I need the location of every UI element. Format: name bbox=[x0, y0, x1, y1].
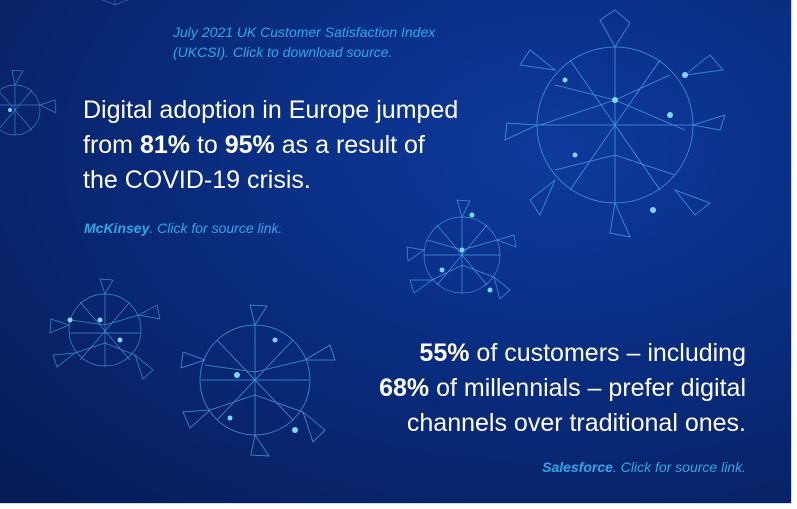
ukcsi-source-link[interactable]: July 2021 UK Customer Satisfaction Index… bbox=[173, 22, 473, 62]
stat2-value-68: 68% bbox=[379, 374, 430, 402]
stat2-line2: 68% of millennials – prefer digital bbox=[340, 371, 746, 406]
virus-illustration-large bbox=[504, 9, 726, 238]
stat2-text: of millennials – prefer digital bbox=[429, 374, 746, 402]
stat1-text: as a result of bbox=[274, 131, 425, 159]
stat1-text: to bbox=[190, 131, 225, 159]
stat2-text: of customers – including bbox=[469, 339, 746, 367]
virus-illustration-bottom bbox=[180, 304, 336, 457]
mckinsey-link-text: . Click for source link. bbox=[149, 220, 283, 236]
virus-illustration-top bbox=[101, 0, 129, 6]
customers-stat: 55% of customers – including 68% of mill… bbox=[340, 336, 746, 441]
virus-illustration-center bbox=[406, 199, 517, 300]
stat2-value-55: 55% bbox=[419, 339, 470, 367]
stat2-line3: channels over traditional ones. bbox=[406, 409, 746, 437]
salesforce-link-text: . Click for source link. bbox=[612, 459, 746, 475]
mckinsey-label: McKinsey bbox=[84, 220, 150, 236]
virus-illustration-topleft bbox=[0, 69, 57, 136]
stat1-value-81: 81% bbox=[139, 131, 190, 159]
stat2-line1: 55% of customers – including bbox=[340, 336, 746, 371]
stat1-value-95: 95% bbox=[224, 131, 275, 159]
virus-illustration-left bbox=[49, 278, 161, 380]
salesforce-label: Salesforce bbox=[542, 459, 613, 475]
mckinsey-source-link[interactable]: McKinsey. Click for source link. bbox=[84, 218, 384, 238]
ukcsi-link-line2: (UKCSI). Click to download source. bbox=[173, 44, 393, 60]
stat1-line2: from 81% to 95% as a result of bbox=[83, 128, 483, 163]
stat1-line3: the COVID-19 crisis. bbox=[83, 166, 311, 194]
stat1-text: from bbox=[83, 131, 140, 159]
digital-adoption-stat: Digital adoption in Europe jumped from 8… bbox=[83, 93, 483, 198]
stat1-line1: Digital adoption in Europe jumped bbox=[83, 96, 459, 124]
salesforce-source-link[interactable]: Salesforce. Click for source link. bbox=[446, 457, 746, 477]
ukcsi-link-line1: July 2021 UK Customer Satisfaction Index bbox=[173, 24, 436, 40]
